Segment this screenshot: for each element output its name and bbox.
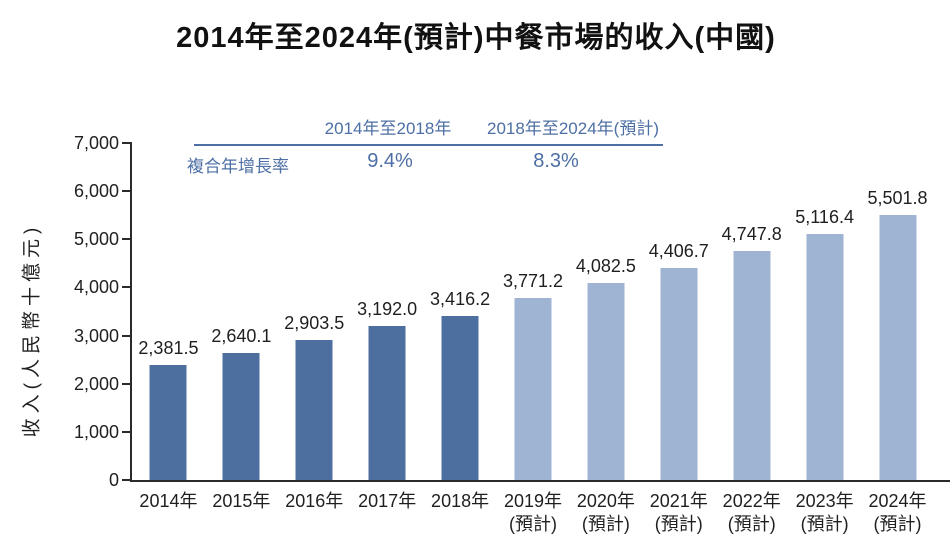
- y-tick-line: [122, 430, 132, 433]
- bar-value-label: 4,747.8: [721, 224, 782, 245]
- x-axis-label: 2016年: [285, 490, 343, 513]
- y-tick-label: 7,000: [73, 133, 119, 153]
- forecast-bar: [806, 233, 844, 480]
- bar-value-label: 2,640.1: [211, 325, 272, 346]
- x-axis-label-year: 2015年: [212, 491, 271, 511]
- y-tick-label: 1,000: [73, 421, 119, 442]
- actual-bar: [441, 315, 479, 480]
- y-tick-label: 5,000: [73, 229, 119, 250]
- x-axis-label-year: 2017年: [358, 491, 417, 511]
- chart-title: 2014年至2024年(預計)中餐市場的收入(中國): [176, 22, 776, 54]
- bar-value-label: 2,903.5: [284, 313, 345, 334]
- x-axis-label: 2020年 (預計): [577, 490, 635, 536]
- x-axis-label: 2019年 (預計): [504, 490, 562, 536]
- bar-group: 5,116.4 2023年 (預計): [788, 143, 861, 534]
- bar-group: 2,903.5 2016年: [278, 143, 351, 511]
- y-tick-line: [122, 334, 132, 337]
- cagr-period-1-header: 2014年至2018年: [324, 119, 452, 138]
- bar-group: 5,501.8 2024年 (預計): [861, 143, 934, 534]
- x-axis-label: 2014年: [139, 490, 197, 513]
- y-tick-line: [122, 382, 132, 385]
- x-axis-label-year: 2022年: [722, 491, 781, 511]
- bar-group: 4,082.5 2020年 (預計): [569, 143, 642, 534]
- actual-bar: [368, 326, 406, 480]
- bar-value-label: 3,771.2: [502, 271, 564, 292]
- x-axis-label-forecast: (預計): [654, 514, 703, 534]
- y-tick-label: 0: [108, 470, 119, 490]
- x-axis-label-forecast: (預計): [508, 514, 557, 534]
- x-axis-label-year: 2024年: [868, 491, 927, 511]
- y-tick-label: 2,000: [73, 373, 119, 394]
- x-axis-label-forecast: (預計): [581, 514, 630, 534]
- y-tick-label: 4,000: [73, 277, 119, 298]
- y-tick-line: [122, 479, 132, 481]
- bars-container: 2,381.5 2014年 2,640.1 2015年 2,903.5 2016年 3,19…: [132, 143, 934, 534]
- plot-area: 0 1,000 2,000 3,000 4,000 5,000 6,000 7,000 2,3…: [74, 133, 950, 534]
- bar-group: 4,406.7 2021年 (預計): [642, 143, 715, 534]
- y-tick-label: 6,000: [73, 181, 119, 202]
- x-axis-label-forecast: (預計): [800, 514, 849, 534]
- x-axis-label-year: 2020年: [576, 491, 635, 511]
- y-tick-label: 3,000: [73, 325, 119, 346]
- x-axis-label-year: 2023年: [795, 491, 854, 511]
- cagr-period-2-header: 2018年至2024年(預計): [487, 119, 659, 138]
- cagr-value-period-2: 8.3%: [533, 150, 579, 172]
- actual-bar: [222, 352, 260, 480]
- y-tick-line: [122, 142, 132, 144]
- bar-group: 2,640.1 2015年: [205, 143, 278, 511]
- x-axis-label-year: 2016年: [285, 491, 344, 511]
- bar-value-label: 2,381.5: [138, 338, 199, 359]
- x-axis-label: 2018年: [431, 490, 489, 513]
- y-tick-line: [122, 190, 132, 193]
- forecast-bar: [733, 251, 771, 480]
- actual-bar: [295, 340, 333, 480]
- y-tick-line: [122, 238, 132, 241]
- bar-group: 2,381.5 2014年: [132, 143, 205, 511]
- x-axis-label: 2022年 (預計): [723, 490, 781, 536]
- bar-group: 3,416.2 2018年: [424, 143, 497, 511]
- x-axis-label-forecast: (預計): [873, 514, 922, 534]
- bar-value-label: 4,406.7: [648, 240, 709, 261]
- x-axis-label: 2024年 (預計): [868, 490, 926, 536]
- cagr-divider-line: [194, 144, 663, 146]
- x-axis-label: 2015年: [212, 490, 270, 513]
- forecast-bar: [514, 298, 552, 480]
- forecast-bar: [660, 267, 698, 480]
- forecast-bar: [587, 283, 625, 480]
- bar-value-label: 5,116.4: [795, 206, 854, 227]
- x-axis-label: 2017年: [358, 490, 416, 513]
- y-tick-line: [122, 286, 132, 289]
- x-axis-label-year: 2018年: [431, 491, 490, 511]
- cagr-value-period-1: 9.4%: [367, 150, 413, 172]
- bar-value-label: 5,501.8: [867, 188, 928, 209]
- x-axis-label: 2023年 (預計): [796, 490, 854, 536]
- bar-group: 3,771.2 2019年 (預計): [497, 143, 570, 534]
- x-axis-label-forecast: (預計): [727, 514, 776, 534]
- cagr-row-label: 複合年增長率: [187, 157, 289, 176]
- x-axis-label-year: 2019年: [503, 491, 563, 511]
- actual-bar: [149, 365, 187, 480]
- y-axis-title: 收入(人民幣十億元): [21, 222, 43, 438]
- x-axis-label-year: 2021年: [649, 491, 708, 511]
- bar-value-label: 3,416.2: [430, 288, 491, 309]
- x-axis-label-year: 2014年: [139, 491, 198, 511]
- forecast-bar: [879, 215, 917, 480]
- bar-group: 4,747.8 2022年 (預計): [715, 143, 788, 534]
- bar-value-label: 3,192.0: [357, 299, 418, 320]
- bar-group: 3,192.0 2017年: [351, 143, 424, 511]
- x-axis-label: 2021年 (預計): [650, 490, 708, 536]
- bar-value-label: 4,082.5: [575, 256, 636, 277]
